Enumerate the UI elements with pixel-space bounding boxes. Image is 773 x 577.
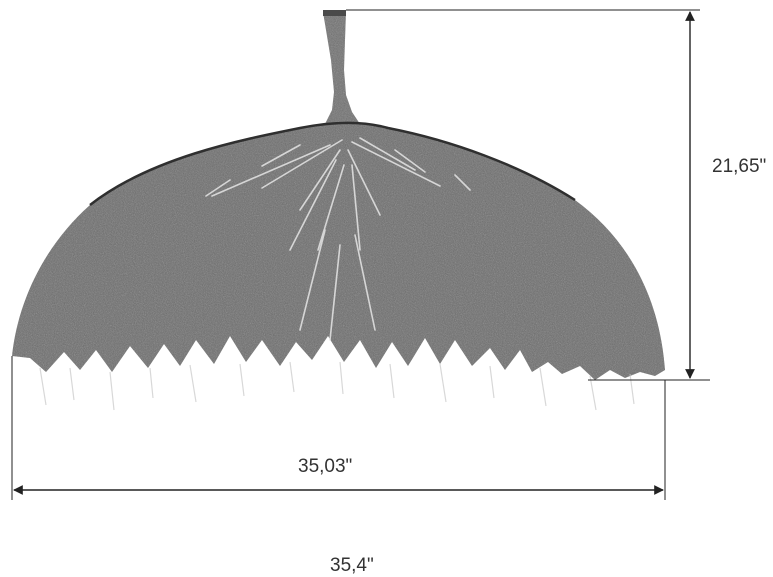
lamp-stem bbox=[323, 12, 360, 126]
lamp-shade bbox=[12, 122, 665, 380]
width-dimension-label: 35,03" bbox=[298, 456, 353, 477]
shade-rim-highlight bbox=[89, 121, 576, 206]
shade-texture bbox=[205, 137, 471, 341]
diameter-dimension-label: 35,4" bbox=[330, 555, 374, 576]
shade-fringe bbox=[39, 361, 635, 411]
lamp-stem-cap bbox=[323, 10, 346, 16]
height-dimension-label: 21,65" bbox=[712, 156, 767, 177]
